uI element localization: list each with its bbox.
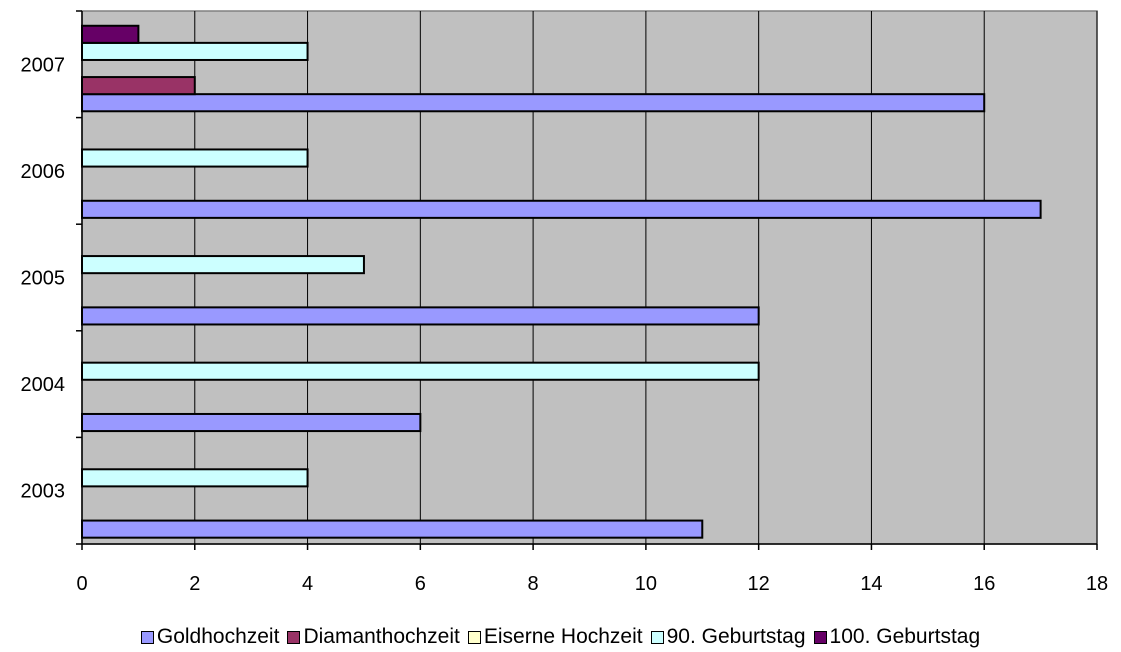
bar-2007-90-geburtstag: [81, 41, 309, 61]
x-tick-label: 10: [635, 573, 657, 595]
x-tick-label: 8: [528, 573, 539, 595]
axes: [76, 10, 1098, 550]
bar-2005-goldhochzeit: [81, 306, 760, 326]
legend-swatch: [287, 630, 301, 644]
x-tick-label: 14: [860, 573, 882, 595]
x-tick-label: 2: [189, 573, 200, 595]
bar-2007-goldhochzeit: [81, 93, 986, 113]
y-tick-label: 2005: [21, 268, 66, 290]
x-tick-label: 6: [415, 573, 426, 595]
legend-label: Eiserne Hochzeit: [483, 625, 643, 648]
plot-area: [81, 10, 1098, 545]
legend-item: 90. Geburtstag: [650, 625, 806, 649]
bar-2007-diamanthochzeit: [81, 76, 196, 96]
bar-2006-90-geburtstag: [81, 148, 309, 168]
bar-2004-goldhochzeit: [81, 412, 422, 433]
x-tick-label: 16: [973, 573, 995, 595]
legend-label: 100. Geburtstag: [829, 625, 981, 648]
legend-item: Diamanthochzeit: [287, 625, 460, 649]
y-tick-labels: 2003 2004 2005 2006 2007: [21, 54, 66, 502]
y-tick-label: 2003: [21, 481, 66, 503]
bar-2005-90-geburtstag: [81, 255, 365, 275]
bar-2007-100-geburtstag: [81, 24, 140, 44]
legend-swatch: [650, 630, 664, 644]
legend-label: 90. Geburtstag: [666, 625, 806, 648]
legend-item: Eiserne Hochzeit: [467, 625, 643, 649]
bar-2004-90-geburtstag: [81, 361, 760, 381]
legend-item: 100. Geburtstag: [813, 625, 981, 649]
y-tick-label: 2006: [21, 161, 66, 183]
bar-2006-goldhochzeit: [81, 199, 1042, 219]
y-tick-label: 2007: [21, 54, 66, 76]
bar-2003-90-geburtstag: [81, 468, 309, 488]
x-tick-label: 0: [76, 573, 87, 595]
legend-label: Diamanthochzeit: [303, 625, 460, 648]
legend-item: Goldhochzeit: [140, 625, 280, 649]
bar-chart: 0 2 4 6 8 10 12 14 16 18 2003 2004 2005 2006 2007: [21, 10, 1108, 595]
x-tick-labels: 0 2 4 6 8 10 12 14 16 18: [76, 573, 1108, 595]
bar-2003-goldhochzeit: [81, 519, 704, 539]
y-tick-label: 2004: [21, 374, 66, 396]
legend-swatch: [140, 630, 154, 644]
legend-swatch: [467, 630, 481, 644]
legend-swatch: [813, 630, 827, 644]
x-tick-label: 18: [1086, 573, 1108, 595]
legend: Goldhochzeit Diamanthochzeit Eiserne Hochz…: [0, 622, 1121, 652]
legend-label: Goldhochzeit: [156, 625, 280, 648]
x-tick-label: 12: [748, 573, 770, 595]
x-tick-label: 4: [302, 573, 313, 595]
